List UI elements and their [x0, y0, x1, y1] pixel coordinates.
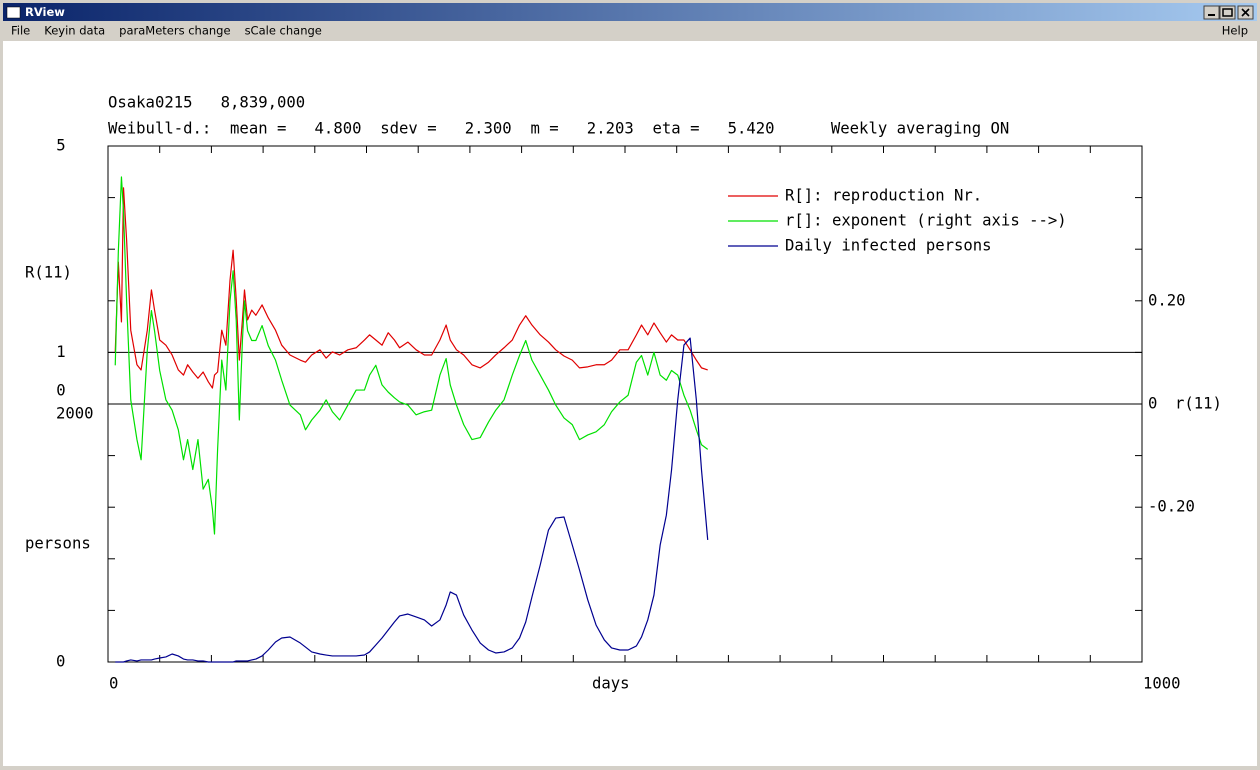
minimize-button[interactable]	[1203, 5, 1220, 20]
y3-tick-label: 2000	[56, 405, 94, 423]
y-tick-label: 1	[56, 343, 65, 361]
legend-label: R[]: reproduction Nr.	[785, 187, 982, 205]
chart-title: Osaka0215 8,839,000	[108, 94, 305, 112]
legend-label: Daily infected persons	[785, 237, 992, 255]
y2-tick-label: -0.20	[1148, 498, 1195, 516]
title-bar	[3, 3, 1257, 21]
window-buttons[interactable]	[1203, 5, 1254, 20]
window-title: RView	[25, 5, 65, 19]
plot-area: 0 1000 0 1 5 0 2000 -0.20 0 0.20 r(11) R[]: reprodu…	[56, 137, 1222, 693]
y3-axis-label: persons	[25, 535, 91, 553]
x-axis-label: days	[592, 675, 630, 693]
menu-item[interactable]: Keyin data	[44, 24, 105, 38]
y2-tick-label: 0.20	[1148, 291, 1186, 309]
series-line	[114, 176, 709, 535]
y-tick-label: 0	[56, 382, 65, 400]
y-axis-label: R(11)	[25, 264, 72, 282]
y2-tick-label: 0	[1148, 395, 1157, 413]
app-icon	[6, 6, 21, 19]
chart-subtitle: Weibull-d.: mean = 4.800 sdev = 2.300 m …	[108, 120, 1009, 138]
x-tick-label: 1000	[1143, 675, 1181, 693]
maximize-glyph	[1222, 8, 1233, 17]
series-line	[114, 187, 708, 389]
close-glyph	[1241, 8, 1250, 17]
y2-axis-label: r(11)	[1175, 395, 1222, 413]
x-tick-label: 0	[109, 675, 118, 693]
y3-tick-label: 0	[56, 653, 65, 671]
menu-bar: File Keyin data paraMeters change sCale cha…	[11, 24, 322, 38]
series-line	[115, 337, 709, 663]
y-tick-label: 5	[56, 137, 65, 155]
legend-label: r[]: exponent (right axis -->)	[785, 212, 1067, 230]
menu-item[interactable]: paraMeters change	[119, 24, 230, 38]
menu-help[interactable]: Help	[1222, 24, 1248, 38]
menu-item[interactable]: sCale change	[245, 24, 322, 38]
menu-item[interactable]: File	[11, 24, 30, 38]
